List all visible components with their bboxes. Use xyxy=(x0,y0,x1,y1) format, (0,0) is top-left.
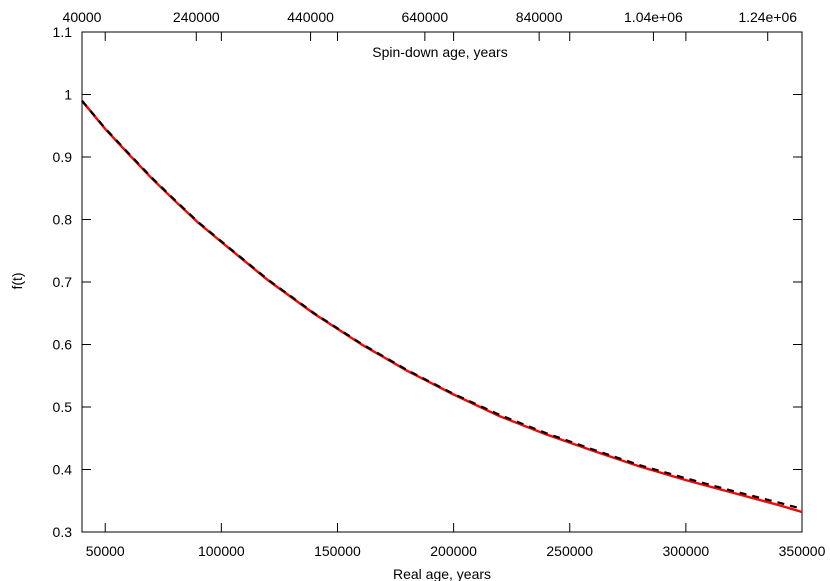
y-tick-label: 1.1 xyxy=(53,24,73,40)
y-tick-label: 0.3 xyxy=(53,524,73,540)
x2-tick-label: 1.24e+06 xyxy=(738,9,797,25)
x2-tick-label: 640000 xyxy=(401,9,448,25)
plot-frame xyxy=(81,31,803,533)
y-tick-label: 0.6 xyxy=(53,337,73,353)
y-tick-label: 0.9 xyxy=(53,149,73,165)
x2-axis-label: Spin-down age, years xyxy=(372,44,507,60)
y-axis-label: f(t) xyxy=(9,272,25,289)
x2-tick-label: 40000 xyxy=(63,9,102,25)
x-tick-label: 200000 xyxy=(430,543,477,559)
x2-tick-label: 240000 xyxy=(173,9,220,25)
series-lines xyxy=(81,100,803,514)
y-tick-label: 0.5 xyxy=(53,399,73,415)
y-tick-label: 0.8 xyxy=(53,212,73,228)
y-tick-label: 1 xyxy=(64,87,72,103)
x2-tick-label: 440000 xyxy=(287,9,334,25)
y-tick-label: 0.7 xyxy=(53,274,73,290)
x2-tick-label: 1.04e+06 xyxy=(624,9,683,25)
series-line-2 xyxy=(81,100,803,510)
x-tick-label: 250000 xyxy=(546,543,593,559)
x-tick-label: 100000 xyxy=(198,543,245,559)
x-axis-label: Real age, years xyxy=(393,566,491,581)
y-tick-label: 0.4 xyxy=(53,462,73,478)
x-tick-label: 350000 xyxy=(779,543,826,559)
x-tick-label: 150000 xyxy=(314,543,361,559)
tick-labels: 50000 100000 150000 200000 250000 300000 35000… xyxy=(53,9,826,559)
x-tick-label: 50000 xyxy=(86,543,125,559)
x2-tick-label: 840000 xyxy=(516,9,563,25)
series-line-1 xyxy=(81,100,803,514)
tick-marks xyxy=(81,31,803,533)
x-tick-label: 300000 xyxy=(663,543,710,559)
